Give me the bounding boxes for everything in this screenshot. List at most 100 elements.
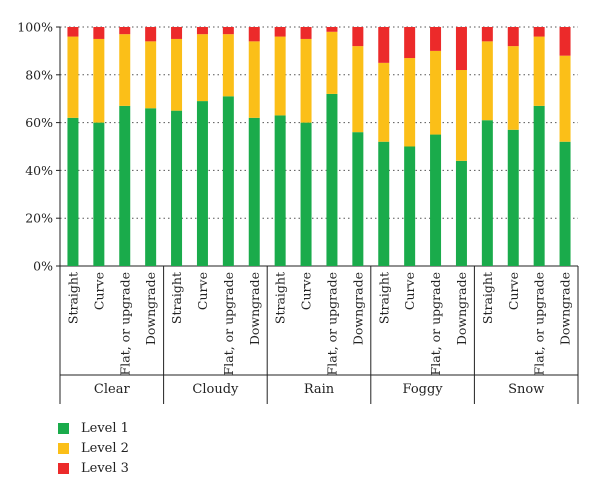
bar-snow-4-level-1 (559, 141, 571, 266)
bar-cloudy-3-level-3 (222, 27, 234, 35)
bar-clear-4-level-1 (145, 108, 157, 266)
bar-foggy-2-level-3 (404, 27, 416, 59)
bar-clear-4-level-3 (145, 27, 157, 42)
bar-snow-4-level-3 (559, 27, 571, 56)
category-label-cloudy-3: Flat, or upgrade (221, 272, 236, 375)
bar-clear-2-level-3 (93, 27, 105, 39)
bar-clear-2-level-2 (93, 38, 105, 123)
group-label-foggy: Foggy (403, 382, 444, 397)
group-label-clear: Clear (94, 382, 131, 397)
legend-swatch-level-2 (58, 442, 69, 454)
bar-snow-2-level-1 (507, 129, 519, 266)
bar-foggy-3-level-3 (430, 27, 442, 51)
y-tick-label-60: 60% (25, 115, 53, 130)
category-label-foggy-4: Downgrade (454, 272, 469, 345)
y-tick-label-40: 40% (25, 163, 53, 178)
bar-cloudy-4-level-2 (248, 41, 260, 118)
category-label-cloudy-4: Downgrade (247, 272, 262, 345)
bar-clear-3-level-1 (119, 105, 131, 267)
bar-foggy-2-level-1 (404, 146, 416, 266)
legend: Level 1 Level 2 Level 3 (58, 418, 129, 478)
legend-item-level-3: Level 3 (58, 458, 129, 478)
bar-cloudy-2-level-1 (196, 101, 208, 266)
bar-clear-1-level-3 (67, 27, 79, 37)
bar-cloudy-1-level-2 (171, 38, 183, 111)
y-tick-label-80: 80% (25, 67, 53, 82)
legend-label-level-3: Level 3 (81, 460, 129, 476)
category-label-foggy-1: Straight (376, 272, 391, 324)
bar-cloudy-2-level-2 (196, 34, 208, 102)
bar-rain-2-level-1 (300, 122, 312, 266)
bar-clear-2-level-1 (93, 122, 105, 266)
category-label-snow-4: Downgrade (558, 272, 573, 345)
bar-foggy-3-level-2 (430, 50, 442, 135)
bar-rain-4-level-2 (352, 46, 364, 133)
category-label-foggy-3: Flat, or upgrade (428, 272, 443, 375)
legend-swatch-level-1 (58, 422, 69, 434)
bar-clear-4-level-2 (145, 41, 157, 109)
legend-item-level-1: Level 1 (58, 418, 129, 438)
category-label-rain-1: Straight (273, 272, 288, 324)
y-tick-label-100: 100% (17, 20, 53, 35)
bar-snow-3-level-1 (533, 105, 545, 267)
category-label-foggy-2: Curve (402, 272, 417, 310)
bar-cloudy-2-level-3 (196, 27, 208, 35)
category-label-clear-4: Downgrade (143, 272, 158, 345)
bar-cloudy-4-level-3 (248, 27, 260, 42)
bar-cloudy-1-level-1 (171, 110, 183, 267)
y-tick-label-0: 0% (33, 259, 53, 274)
category-label-cloudy-1: Straight (169, 272, 184, 324)
group-label-snow: Snow (508, 382, 544, 397)
category-label-cloudy-2: Curve (195, 272, 210, 310)
bar-snow-2-level-2 (507, 46, 519, 130)
legend-label-level-1: Level 1 (81, 420, 129, 436)
category-label-rain-2: Curve (299, 272, 314, 310)
bar-foggy-4-level-3 (455, 27, 467, 71)
bar-foggy-3-level-1 (430, 134, 442, 266)
group-label-cloudy: Cloudy (192, 382, 239, 397)
bar-rain-1-level-1 (274, 115, 286, 267)
bar-foggy-1-level-3 (378, 27, 390, 63)
category-label-rain-4: Downgrade (350, 272, 365, 345)
bar-cloudy-3-level-2 (222, 34, 234, 97)
bar-cloudy-1-level-3 (171, 27, 183, 39)
bar-cloudy-4-level-1 (248, 117, 260, 266)
y-tick-label-20: 20% (25, 211, 53, 226)
category-label-clear-1: Straight (65, 272, 80, 324)
bar-foggy-2-level-2 (404, 58, 416, 147)
bar-foggy-1-level-1 (378, 141, 390, 266)
bar-snow-1-level-3 (481, 27, 493, 42)
category-label-clear-3: Flat, or upgrade (117, 272, 132, 375)
bar-rain-3-level-2 (326, 31, 338, 94)
bar-foggy-1-level-2 (378, 62, 390, 142)
category-label-snow-3: Flat, or upgrade (532, 272, 547, 375)
bar-rain-2-level-3 (300, 27, 312, 39)
bar-snow-1-level-2 (481, 41, 493, 121)
bar-clear-1-level-2 (67, 36, 79, 118)
bar-foggy-4-level-1 (455, 160, 467, 266)
bar-snow-1-level-1 (481, 120, 493, 267)
category-label-snow-1: Straight (480, 272, 495, 324)
bar-rain-1-level-3 (274, 27, 286, 37)
bar-clear-1-level-1 (67, 117, 79, 266)
bar-snow-2-level-3 (507, 27, 519, 47)
legend-label-level-2: Level 2 (81, 440, 129, 456)
bar-snow-3-level-3 (533, 27, 545, 37)
bar-rain-3-level-3 (326, 27, 338, 32)
category-label-snow-2: Curve (506, 272, 521, 310)
legend-item-level-2: Level 2 (58, 438, 129, 458)
group-label-rain: Rain (304, 382, 335, 397)
legend-swatch-level-3 (58, 462, 69, 474)
bar-snow-4-level-2 (559, 55, 571, 142)
bar-rain-4-level-3 (352, 27, 364, 47)
bar-cloudy-3-level-1 (222, 96, 234, 266)
bar-foggy-4-level-2 (455, 70, 467, 161)
bar-clear-3-level-3 (119, 27, 131, 35)
bar-rain-1-level-2 (274, 36, 286, 116)
bar-rain-3-level-1 (326, 93, 338, 266)
bar-rain-2-level-2 (300, 38, 312, 123)
bar-snow-3-level-2 (533, 36, 545, 106)
category-label-clear-2: Curve (91, 272, 106, 310)
